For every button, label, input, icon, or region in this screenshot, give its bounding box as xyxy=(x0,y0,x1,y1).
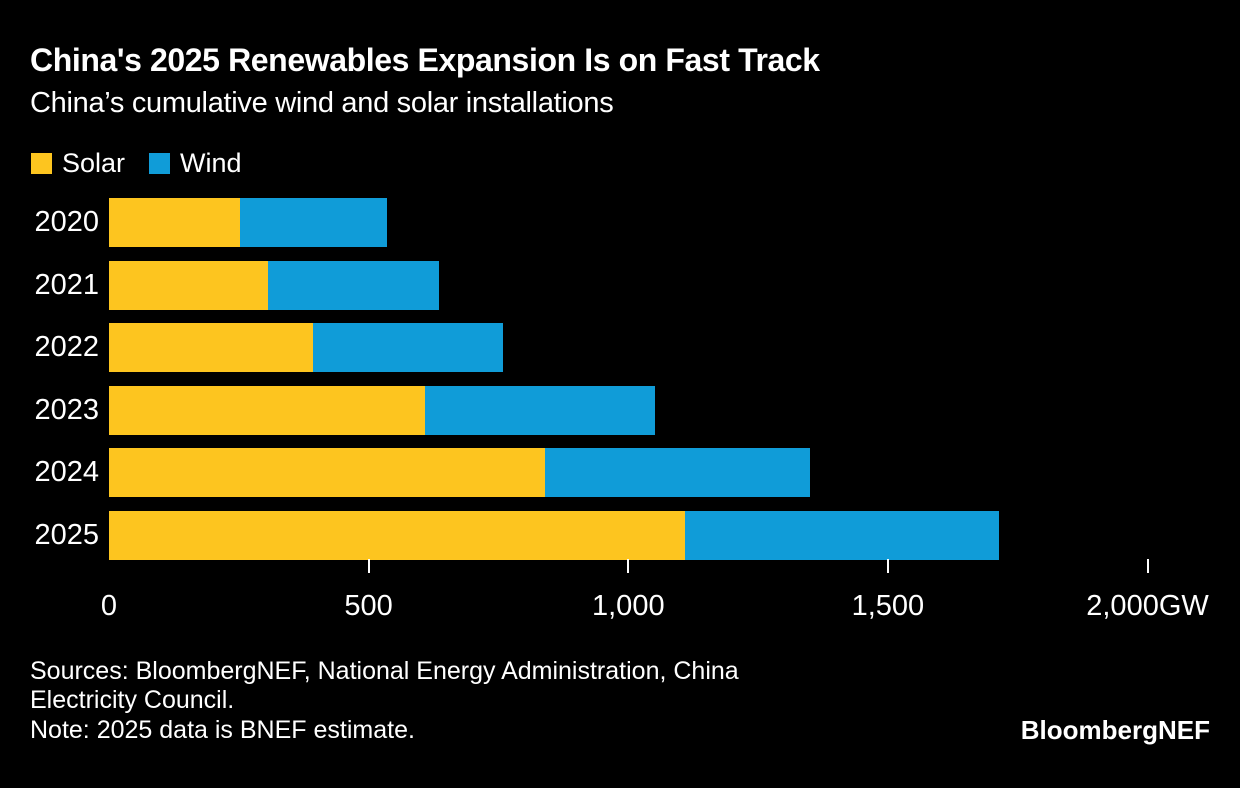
bar-row-2022 xyxy=(109,323,503,372)
legend-label: Wind xyxy=(180,147,242,178)
solar-legend-swatch xyxy=(31,152,52,174)
solar-bar-segment-2020 xyxy=(109,198,241,247)
solar-bar-segment-2024 xyxy=(109,448,546,497)
bloombergnef-logo: BloombergNEF xyxy=(1020,715,1210,745)
bar-row-2024 xyxy=(109,448,810,497)
legend-item-solar: Solar xyxy=(31,147,126,178)
solar-bar-segment-2022 xyxy=(109,323,314,372)
x-axis-tick-1000 xyxy=(627,559,630,573)
x-axis-tick-1500 xyxy=(886,559,889,573)
wind-bar-segment-2022 xyxy=(313,323,503,372)
wind-bar-segment-2023 xyxy=(425,386,655,435)
y-axis-label-2024: 2024 xyxy=(34,456,99,488)
bar-row-2025 xyxy=(109,511,1000,560)
note-text: Note: 2025 data is BNEF estimate. xyxy=(30,716,415,744)
solar-bar-segment-2021 xyxy=(109,261,268,310)
x-axis-label-2000: 2,000GW xyxy=(1086,590,1209,622)
solar-bar-segment-2023 xyxy=(109,386,426,435)
wind-bar-segment-2025 xyxy=(685,511,1000,560)
chart-title: China's 2025 Renewables Expansion Is on … xyxy=(30,42,820,78)
x-axis-tick-500 xyxy=(367,559,370,573)
x-axis-label-1500: 1,500 xyxy=(851,590,925,622)
wind-bar-segment-2021 xyxy=(267,261,439,310)
y-axis-label-2025: 2025 xyxy=(34,519,99,551)
wind-bar-segment-2024 xyxy=(545,448,810,497)
wind-bar-segment-2020 xyxy=(240,198,387,247)
solar-bar-segment-2025 xyxy=(109,511,686,560)
chart-subtitle: China’s cumulative wind and solar instal… xyxy=(30,87,614,119)
wind-legend-swatch xyxy=(149,152,171,174)
y-axis-label-2023: 2023 xyxy=(34,394,99,426)
legend-label: Solar xyxy=(62,147,126,178)
bar-row-2020 xyxy=(109,198,387,247)
bar-row-2023 xyxy=(109,386,655,435)
x-axis-label-0: 0 xyxy=(100,590,118,622)
x-axis-tick-2000 xyxy=(1146,559,1149,573)
bar-row-2021 xyxy=(109,261,439,310)
x-axis-label-1000: 1,000 xyxy=(592,590,665,622)
y-axis-label-2020: 2020 xyxy=(34,206,99,238)
x-axis-label-500: 500 xyxy=(344,590,393,622)
sources-text-line-1: Sources: BloombergNEF, National Energy A… xyxy=(30,657,739,685)
y-axis-label-2022: 2022 xyxy=(34,331,99,363)
legend-item-wind: Wind xyxy=(149,147,242,178)
sources-text-line-2: Electricity Council. xyxy=(30,686,235,714)
legend: Solar Wind xyxy=(31,147,266,178)
y-axis-label-2021: 2021 xyxy=(34,269,99,301)
